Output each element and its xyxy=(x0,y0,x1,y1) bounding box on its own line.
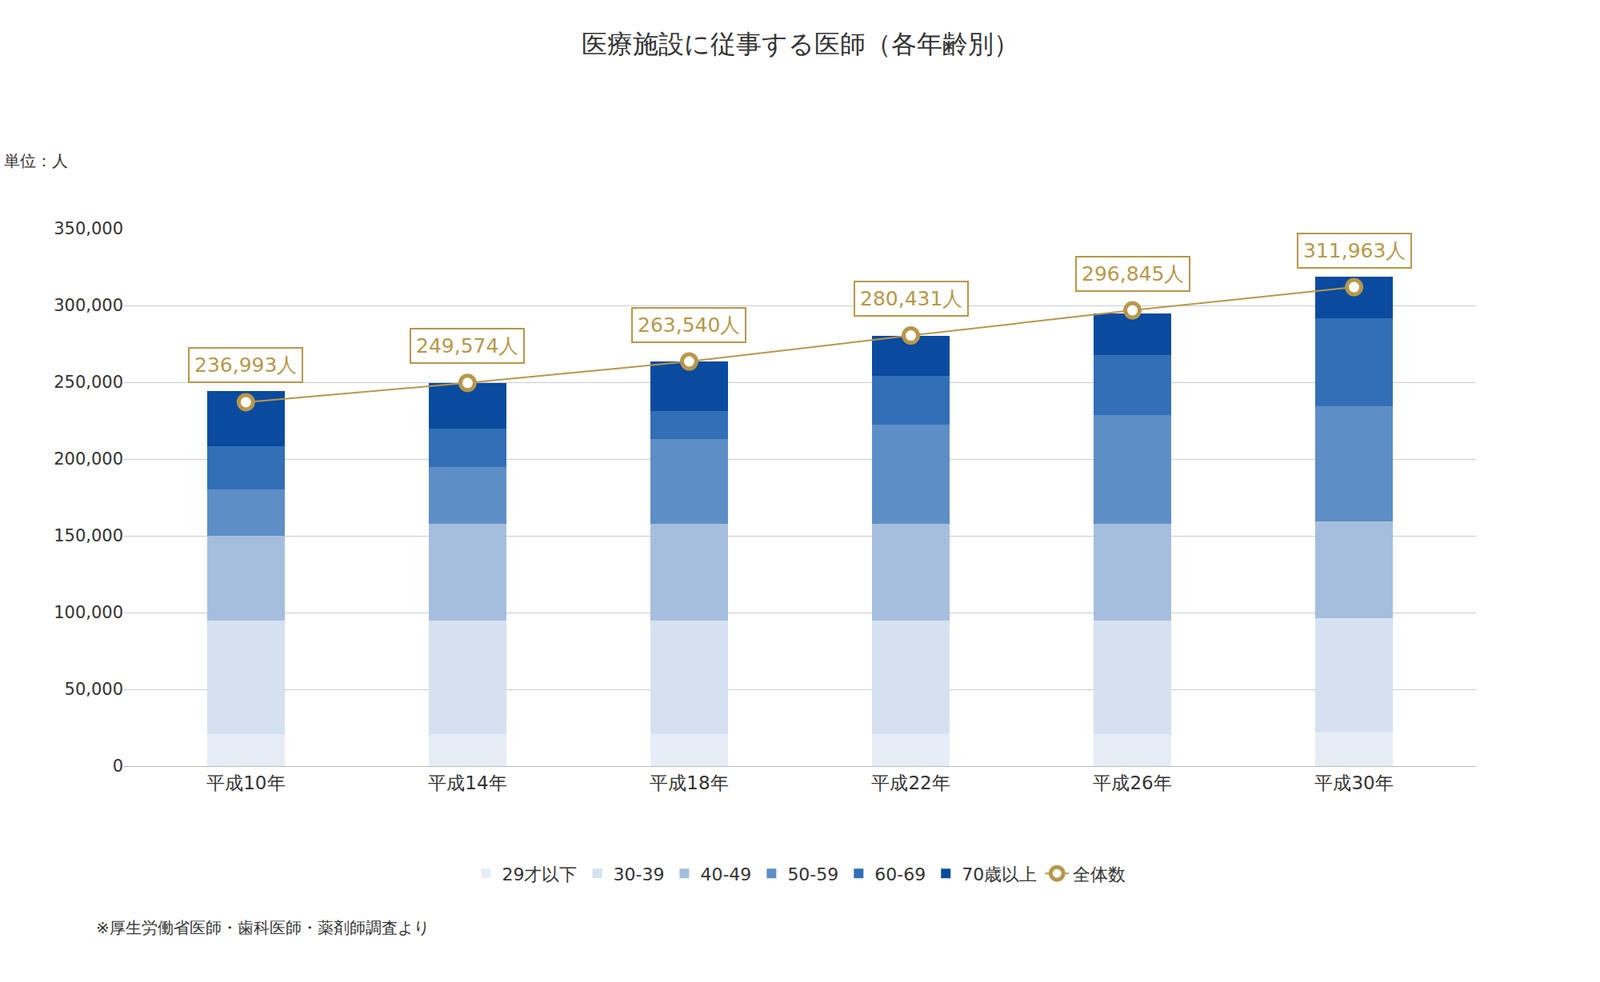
svg-text:平成26年: 平成26年 xyxy=(1092,772,1172,794)
svg-text:250,000: 250,000 xyxy=(53,372,124,392)
svg-text:30-39: 30-39 xyxy=(613,864,665,885)
svg-text:平成14年: 平成14年 xyxy=(428,772,507,794)
svg-text:100,000: 100,000 xyxy=(53,603,124,623)
svg-text:296,845人: 296,845人 xyxy=(1081,262,1184,286)
svg-text:平成18年: 平成18年 xyxy=(649,772,728,794)
svg-text:200,000: 200,000 xyxy=(53,449,124,469)
svg-text:医療施設に従事する医師（各年齢別）: 医療施設に従事する医師（各年齢別） xyxy=(581,28,1020,60)
svg-text:350,000: 350,000 xyxy=(53,219,124,239)
svg-text:236,993人: 236,993人 xyxy=(194,353,297,377)
svg-text:50-59: 50-59 xyxy=(787,864,839,885)
svg-text:70歳以上: 70歳以上 xyxy=(961,864,1037,885)
svg-text:平成30年: 平成30年 xyxy=(1314,772,1393,794)
svg-text:300,000: 300,000 xyxy=(53,296,124,316)
svg-text:60-69: 60-69 xyxy=(874,864,926,885)
svg-text:280,431人: 280,431人 xyxy=(860,287,963,311)
svg-text:全体数: 全体数 xyxy=(1072,864,1126,885)
svg-text:平成10年: 平成10年 xyxy=(206,772,285,794)
svg-text:0: 0 xyxy=(112,756,124,776)
svg-text:311,963人: 311,963人 xyxy=(1303,239,1406,263)
svg-text:平成22年: 平成22年 xyxy=(871,772,950,794)
svg-text:50,000: 50,000 xyxy=(64,680,124,700)
svg-text:単位：人: 単位：人 xyxy=(4,151,68,171)
svg-text:150,000: 150,000 xyxy=(53,526,124,546)
svg-text:249,574人: 249,574人 xyxy=(416,334,519,358)
svg-text:※厚生労働省医師・歯科医師・薬剤師調査より: ※厚生労働省医師・歯科医師・薬剤師調査より xyxy=(96,918,430,938)
svg-text:29才以下: 29才以下 xyxy=(502,864,578,885)
svg-text:40-49: 40-49 xyxy=(700,864,752,885)
svg-text:263,540人: 263,540人 xyxy=(637,313,740,337)
